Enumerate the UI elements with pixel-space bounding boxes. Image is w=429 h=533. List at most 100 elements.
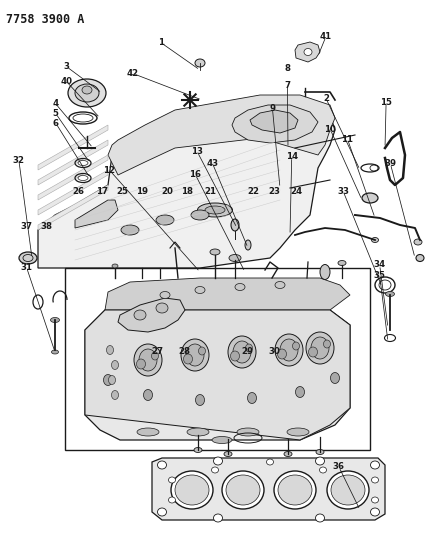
Ellipse shape <box>275 334 303 366</box>
Ellipse shape <box>19 252 37 264</box>
Ellipse shape <box>51 350 58 354</box>
Ellipse shape <box>304 49 312 55</box>
Text: 5: 5 <box>53 109 59 118</box>
Ellipse shape <box>134 310 146 320</box>
Text: 6: 6 <box>53 119 59 127</box>
Ellipse shape <box>248 392 257 403</box>
Ellipse shape <box>112 360 118 369</box>
Ellipse shape <box>323 340 330 348</box>
Ellipse shape <box>75 84 99 102</box>
Text: 3: 3 <box>63 62 69 71</box>
Ellipse shape <box>296 386 305 398</box>
Polygon shape <box>108 95 335 175</box>
Ellipse shape <box>372 477 378 483</box>
Ellipse shape <box>224 451 232 456</box>
Ellipse shape <box>316 449 324 455</box>
Ellipse shape <box>212 437 232 443</box>
Ellipse shape <box>330 373 339 384</box>
Ellipse shape <box>320 467 326 473</box>
Polygon shape <box>38 170 108 215</box>
Ellipse shape <box>315 514 324 522</box>
Text: 32: 32 <box>13 156 25 165</box>
Ellipse shape <box>414 239 422 245</box>
Text: 19: 19 <box>136 187 148 196</box>
Ellipse shape <box>293 342 299 350</box>
Ellipse shape <box>231 219 239 231</box>
Ellipse shape <box>338 261 346 265</box>
Ellipse shape <box>245 344 253 352</box>
Text: 16: 16 <box>189 170 201 179</box>
Ellipse shape <box>51 318 60 322</box>
Ellipse shape <box>68 79 106 107</box>
Ellipse shape <box>205 206 225 214</box>
Ellipse shape <box>82 86 92 94</box>
Ellipse shape <box>280 339 298 361</box>
Ellipse shape <box>306 332 334 364</box>
Ellipse shape <box>320 264 330 279</box>
Text: 37: 37 <box>21 222 33 231</box>
Ellipse shape <box>156 303 168 313</box>
Polygon shape <box>85 310 350 440</box>
Ellipse shape <box>362 193 378 203</box>
Ellipse shape <box>169 477 175 483</box>
Ellipse shape <box>371 508 380 516</box>
Ellipse shape <box>235 284 245 290</box>
Ellipse shape <box>211 467 218 473</box>
Ellipse shape <box>160 292 170 298</box>
Text: 11: 11 <box>341 135 353 143</box>
Text: 1: 1 <box>158 38 164 47</box>
Ellipse shape <box>134 344 162 376</box>
Ellipse shape <box>184 354 193 364</box>
Text: 40: 40 <box>60 77 73 86</box>
Polygon shape <box>38 140 108 185</box>
Ellipse shape <box>416 254 424 262</box>
Polygon shape <box>232 105 318 143</box>
Ellipse shape <box>109 376 115 384</box>
Ellipse shape <box>371 461 380 469</box>
Text: 8: 8 <box>284 64 290 72</box>
Polygon shape <box>105 278 350 310</box>
Text: 4: 4 <box>53 100 59 108</box>
Ellipse shape <box>210 249 220 255</box>
Text: 34: 34 <box>374 261 386 269</box>
Ellipse shape <box>228 336 256 368</box>
Ellipse shape <box>121 225 139 235</box>
Ellipse shape <box>237 428 259 436</box>
Text: 28: 28 <box>178 347 190 356</box>
Text: 41: 41 <box>320 32 332 41</box>
Ellipse shape <box>186 344 204 366</box>
Ellipse shape <box>175 475 209 505</box>
Text: 9: 9 <box>269 104 275 112</box>
Text: 21: 21 <box>204 187 216 196</box>
Text: 17: 17 <box>96 187 108 196</box>
Ellipse shape <box>229 254 241 262</box>
Ellipse shape <box>181 339 209 371</box>
Ellipse shape <box>151 352 158 360</box>
Ellipse shape <box>136 359 145 369</box>
Ellipse shape <box>372 238 378 243</box>
Ellipse shape <box>169 497 175 503</box>
Ellipse shape <box>315 457 324 465</box>
Ellipse shape <box>284 451 292 456</box>
Text: 22: 22 <box>247 187 259 196</box>
Text: 42: 42 <box>127 69 139 78</box>
Text: 2: 2 <box>323 94 329 103</box>
Polygon shape <box>152 458 385 520</box>
Text: 38: 38 <box>40 222 52 231</box>
Polygon shape <box>250 110 298 133</box>
Polygon shape <box>118 298 185 332</box>
Ellipse shape <box>331 475 365 505</box>
Polygon shape <box>75 200 118 228</box>
Polygon shape <box>85 310 350 440</box>
Ellipse shape <box>245 240 251 250</box>
Ellipse shape <box>171 471 213 509</box>
Text: 23: 23 <box>269 187 281 196</box>
Ellipse shape <box>197 203 233 217</box>
Text: 35: 35 <box>374 271 386 280</box>
Ellipse shape <box>274 471 316 509</box>
Bar <box>65 268 370 450</box>
Ellipse shape <box>275 281 285 288</box>
Ellipse shape <box>214 514 223 522</box>
Ellipse shape <box>308 347 317 357</box>
Text: 20: 20 <box>161 187 173 196</box>
